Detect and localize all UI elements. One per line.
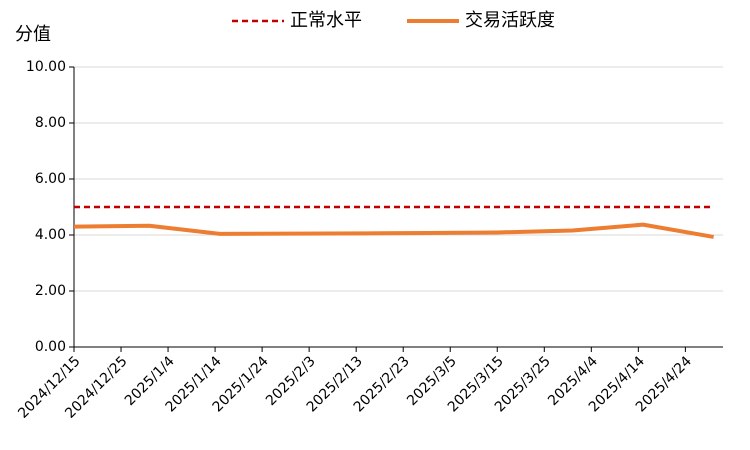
- y-tick-label: 4.00: [35, 227, 66, 243]
- y-tick-label: 8.00: [35, 115, 66, 131]
- y-tick-label: 6.00: [35, 171, 66, 187]
- y-tick-label: 10.00: [26, 59, 66, 75]
- legend-label: 交易活跃度: [465, 10, 555, 31]
- y-axis-label: 分值: [15, 24, 51, 45]
- y-tick-label: 0.00: [35, 339, 66, 355]
- legend-label: 正常水平: [290, 10, 362, 31]
- y-tick-label: 2.00: [35, 283, 66, 299]
- series-line: [73, 222, 714, 239]
